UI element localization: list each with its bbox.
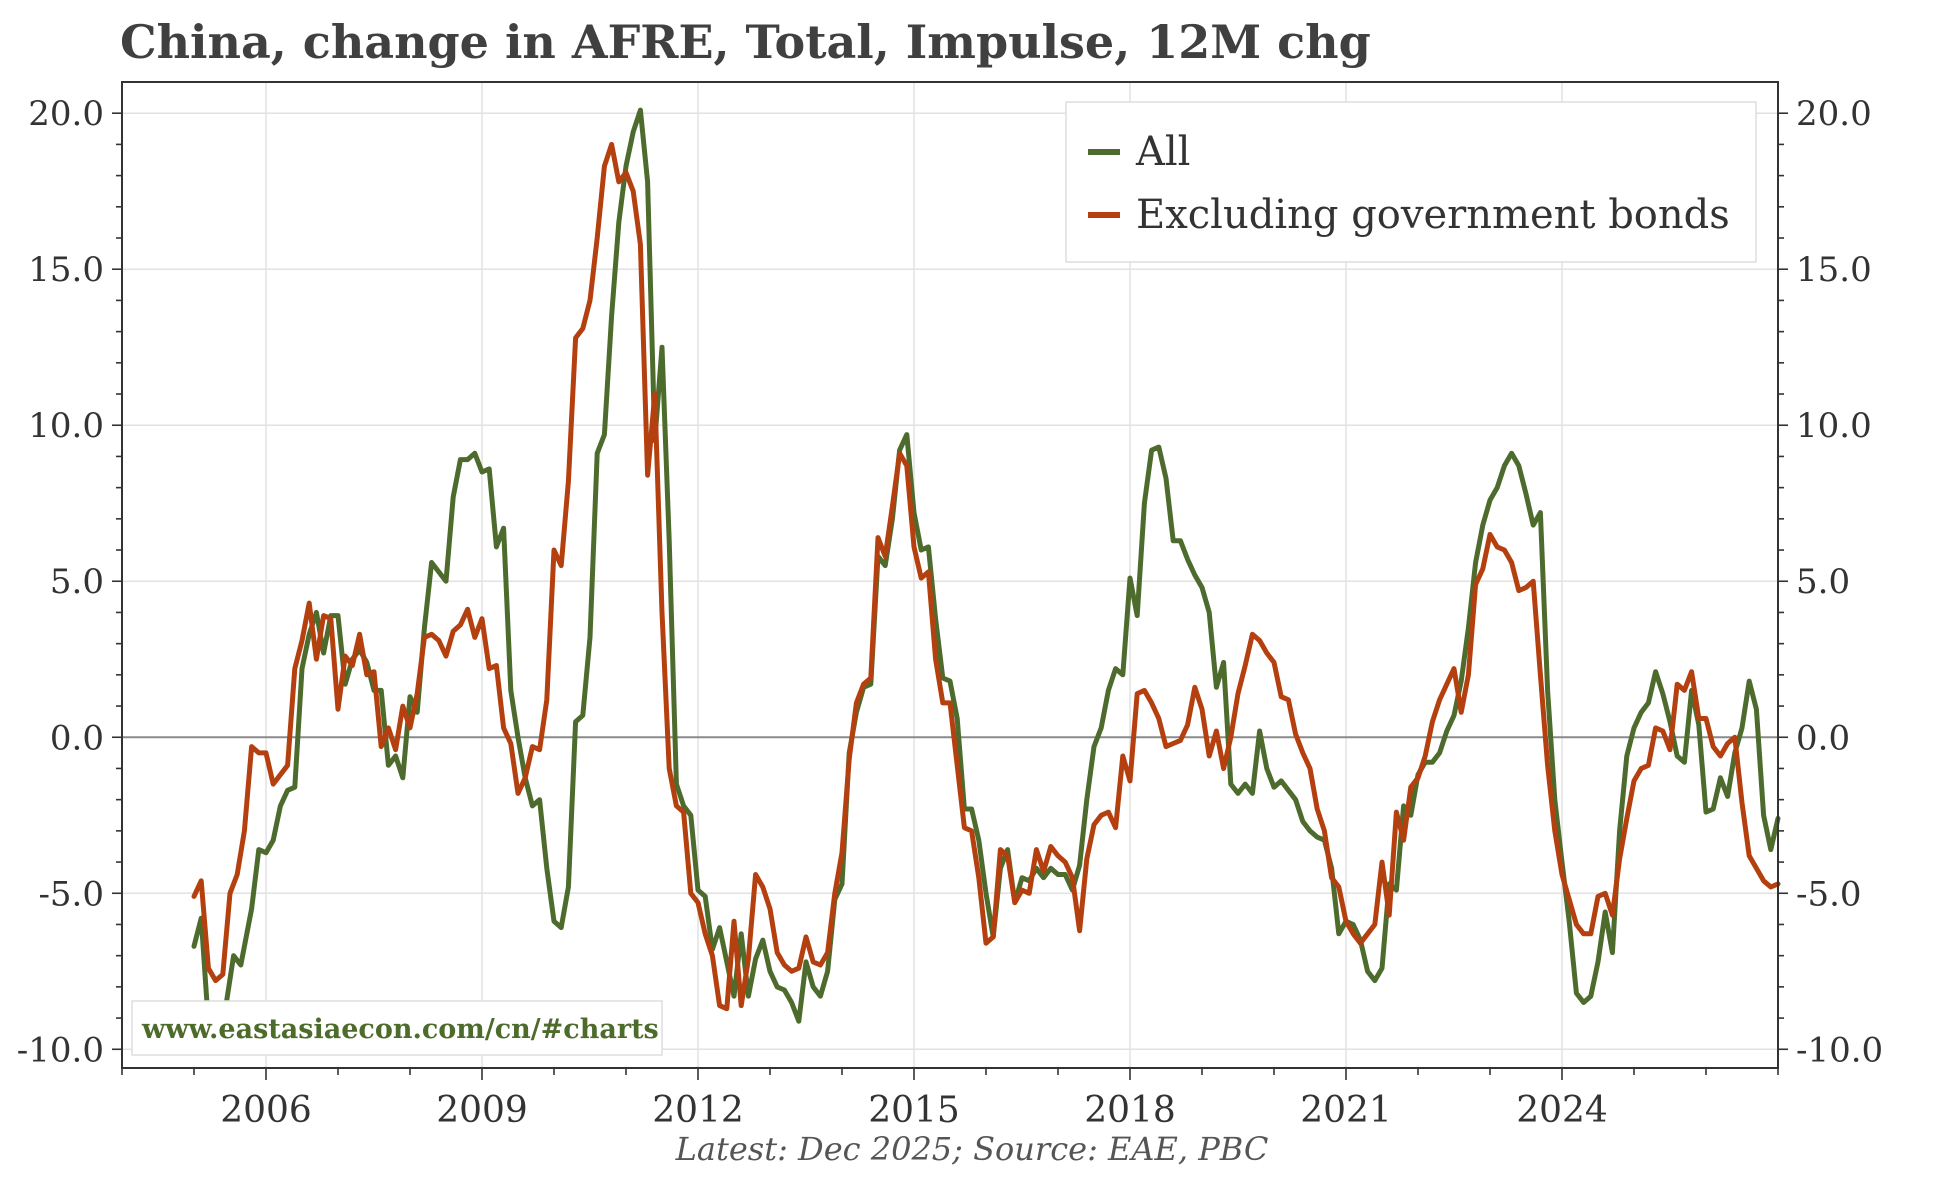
right-axis-tick-label: -10.0	[1796, 1030, 1883, 1070]
left-axis-tick-label: 5.0	[50, 562, 104, 602]
legend-label-all: All	[1135, 129, 1190, 175]
chart-title: China, change in AFRE, Total, Impulse, 1…	[120, 15, 1371, 69]
x-axis-tick-label: 2024	[1516, 1090, 1608, 1131]
x-axis-tick-label: 2018	[1084, 1090, 1176, 1131]
left-axis-tick-label: 0.0	[50, 718, 104, 758]
x-axis-tick-label: 2006	[220, 1090, 312, 1131]
right-axis-tick-label: 5.0	[1796, 562, 1850, 602]
legend-box	[1065, 101, 1757, 263]
right-axis-tick-label: -5.0	[1796, 874, 1862, 914]
series-line-all	[191, 107, 1781, 1046]
watermark-text: www.eastasiaecon.com/cn/#charts	[141, 1014, 659, 1045]
x-axis: 2006 2009 2012 2015 2018 2021 2024	[121, 1068, 1779, 1131]
x-axis-tick-label: 2015	[868, 1090, 960, 1131]
source-note: Latest: Dec 2025; Source: EAE, PBC	[675, 1130, 1269, 1168]
series-group	[191, 107, 1781, 1046]
legend: All Excluding government bonds	[1065, 101, 1757, 263]
right-axis: -10.0 -5.0 0.0 5.0 10.0 15.0 20.0	[1778, 94, 1883, 1070]
legend-label-excluding-government-bonds: Excluding government bonds	[1136, 192, 1730, 238]
left-axis-tick-label: 20.0	[28, 94, 104, 134]
right-axis-tick-label: 10.0	[1796, 406, 1872, 446]
left-axis-tick-label: 10.0	[28, 406, 104, 446]
left-axis: -10.0 -5.0 0.0 5.0 10.0 15.0 20.0	[17, 94, 122, 1070]
left-axis-tick-label: -5.0	[38, 874, 104, 914]
watermark-box: www.eastasiaecon.com/cn/#charts	[131, 1000, 663, 1056]
plot-frame	[121, 81, 1779, 1069]
right-axis-tick-label: 15.0	[1796, 250, 1872, 290]
x-axis-tick-label: 2021	[1300, 1090, 1392, 1131]
left-axis-tick-label: 15.0	[28, 250, 104, 290]
right-axis-tick-label: 20.0	[1796, 94, 1872, 134]
series-line-excluding-government-bonds	[191, 141, 1781, 1012]
left-axis-tick-label: -10.0	[17, 1030, 104, 1070]
x-axis-tick-label: 2009	[436, 1090, 528, 1131]
right-axis-tick-label: 0.0	[1796, 718, 1850, 758]
x-axis-tick-label: 2012	[652, 1090, 744, 1131]
